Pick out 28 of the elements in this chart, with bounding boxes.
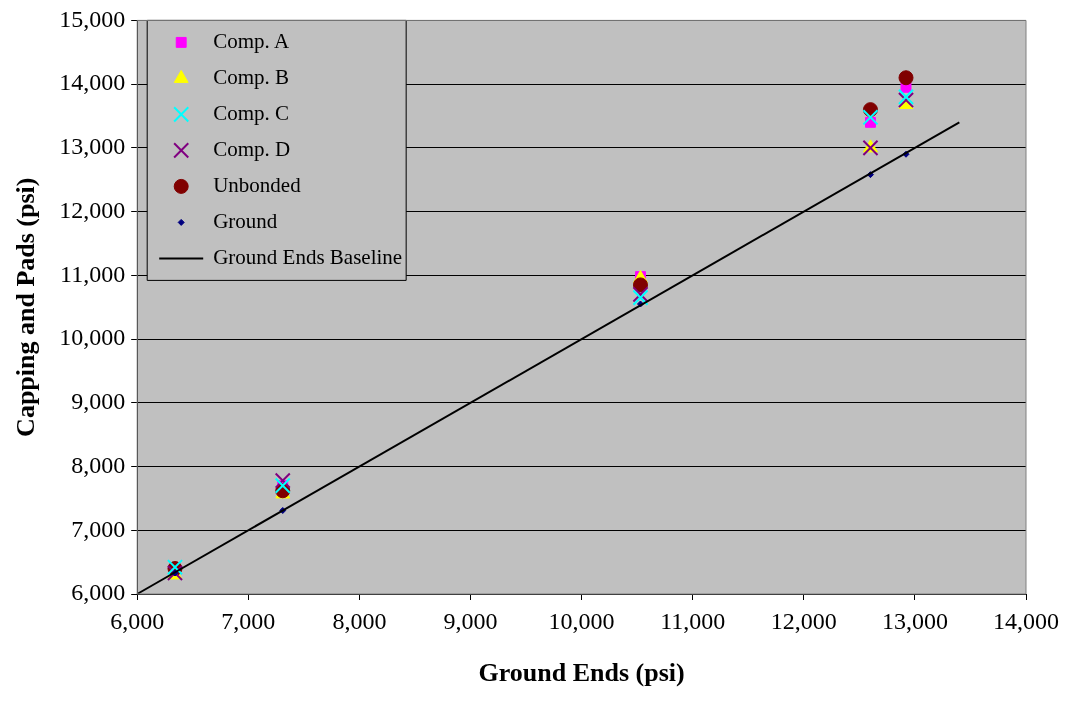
- y-tick-label: 6,000: [71, 579, 126, 606]
- y-tick-label: 14,000: [59, 69, 126, 96]
- legend-label: Comp. A: [213, 28, 290, 53]
- y-tick-label: 11,000: [60, 260, 126, 287]
- x-tick-label: 7,000: [221, 607, 276, 634]
- legend-label: Comp. D: [213, 136, 291, 161]
- x-tick-label: 8,000: [332, 607, 387, 634]
- y-tick-label: 9,000: [71, 388, 126, 415]
- legend-label: Ground Ends Baseline: [213, 244, 403, 269]
- y-axis-title: Capping and Pads (psi): [11, 177, 41, 437]
- x-tick-label: 13,000: [881, 607, 948, 634]
- legend-label: Ground: [213, 208, 278, 233]
- y-tick-label: 8,000: [71, 451, 126, 478]
- x-tick-label: 12,000: [770, 607, 837, 634]
- y-tick-label: 10,000: [59, 324, 126, 351]
- y-tick-label: 15,000: [59, 5, 126, 32]
- x-tick-label: 10,000: [548, 607, 615, 634]
- x-tick-label: 6,000: [110, 607, 165, 634]
- y-tick-label: 13,000: [59, 133, 126, 160]
- x-tick-label: 9,000: [443, 607, 498, 634]
- x-tick-label: 14,000: [993, 607, 1059, 634]
- y-tick-label: 7,000: [71, 515, 126, 542]
- y-tick-label: 12,000: [59, 196, 126, 223]
- x-tick-label: 11,000: [660, 607, 726, 634]
- legend-label: Unbonded: [213, 172, 302, 197]
- x-axis-title: Ground Ends (psi): [478, 658, 685, 688]
- legend-label: Comp. B: [213, 64, 290, 89]
- legend-label: Comp. C: [213, 100, 290, 125]
